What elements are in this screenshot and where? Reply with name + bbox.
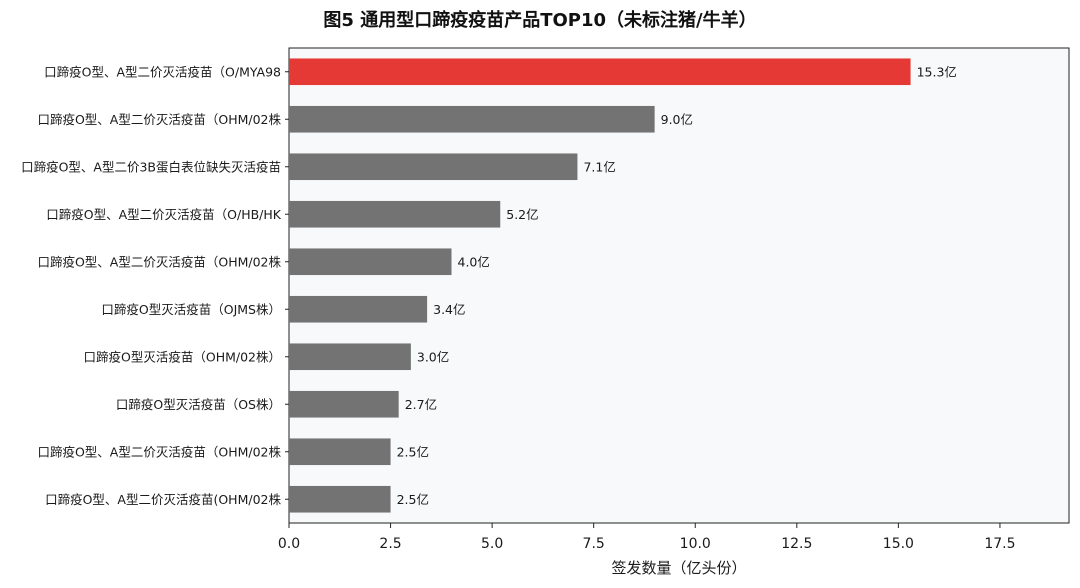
x-tick-label-1: 2.5	[379, 536, 401, 552]
category-labels: 口蹄疫O型、A型二价灭活疫苗（O/MYA98 口蹄疫O型、A型二价灭活疫苗（OHM…	[21, 64, 289, 507]
x-tick-label-6: 15.0	[883, 536, 914, 552]
value-label-9: 2.5亿	[397, 444, 429, 459]
chart-title: 图5 通用型口蹄疫疫苗产品TOP10（未标注猪/牛羊）	[323, 10, 757, 31]
x-tick-label-3: 7.5	[583, 536, 605, 552]
bar-9	[289, 438, 391, 466]
category-label-5: 口蹄疫O型、A型二价灭活疫苗（OHM/02株	[37, 254, 281, 269]
bar-7	[289, 343, 411, 371]
bar-6	[289, 295, 428, 323]
value-label-7: 3.0亿	[417, 349, 449, 364]
category-label-1: 口蹄疫O型、A型二价灭活疫苗（O/MYA98	[44, 64, 281, 79]
bars-layer	[289, 58, 911, 513]
category-label-9: 口蹄疫O型、A型二价灭活疫苗（OHM/02株	[37, 444, 281, 459]
value-label-6: 3.4亿	[433, 302, 465, 317]
x-tick-label-4: 10.0	[680, 536, 711, 552]
value-label-4: 5.2亿	[506, 207, 538, 222]
value-label-10: 2.5亿	[397, 492, 429, 507]
bar-2	[289, 105, 655, 133]
category-label-6: 口蹄疫O型灭活疫苗（OJMS株）	[101, 302, 281, 317]
bar-4	[289, 200, 501, 228]
bar-3	[289, 153, 578, 181]
x-axis-title: 签发数量（亿头份）	[611, 559, 746, 577]
category-label-2: 口蹄疫O型、A型二价灭活疫苗（OHM/02株	[37, 112, 281, 127]
category-label-10: 口蹄疫O型、A型二价灭活疫苗(OHM/02株	[45, 492, 281, 507]
bar-8	[289, 390, 399, 418]
value-label-1: 15.3亿	[917, 64, 957, 79]
value-label-8: 2.7亿	[405, 397, 437, 412]
x-tick-label-0: 0.0	[278, 536, 300, 552]
value-labels: 15.3亿 9.0亿 7.1亿 5.2亿 4.0亿 3.4亿 3.0亿 2.7亿 2.5亿 2.5…	[397, 64, 957, 507]
x-tick-label-7: 17.5	[984, 536, 1015, 552]
value-label-3: 7.1亿	[583, 159, 615, 174]
value-label-2: 9.0亿	[661, 112, 693, 127]
category-label-3: 口蹄疫O型、A型二价3B蛋白表位缺失灭活疫苗	[21, 159, 281, 174]
category-label-8: 口蹄疫O型灭活疫苗（OS株）	[116, 397, 281, 412]
bar-5	[289, 248, 452, 276]
x-axis: 0.0 2.5 5.0 7.5 10.0 12.5 15.0 17.5	[278, 523, 1016, 552]
x-tick-label-2: 5.0	[481, 536, 503, 552]
value-label-5: 4.0亿	[458, 254, 490, 269]
bar-10	[289, 485, 391, 513]
category-label-4: 口蹄疫O型、A型二价灭活疫苗（O/HB/HK	[46, 207, 282, 222]
category-label-7: 口蹄疫O型灭活疫苗（OHM/02株）	[84, 349, 281, 364]
bar-1	[289, 58, 911, 86]
x-tick-label-5: 12.5	[781, 536, 812, 552]
